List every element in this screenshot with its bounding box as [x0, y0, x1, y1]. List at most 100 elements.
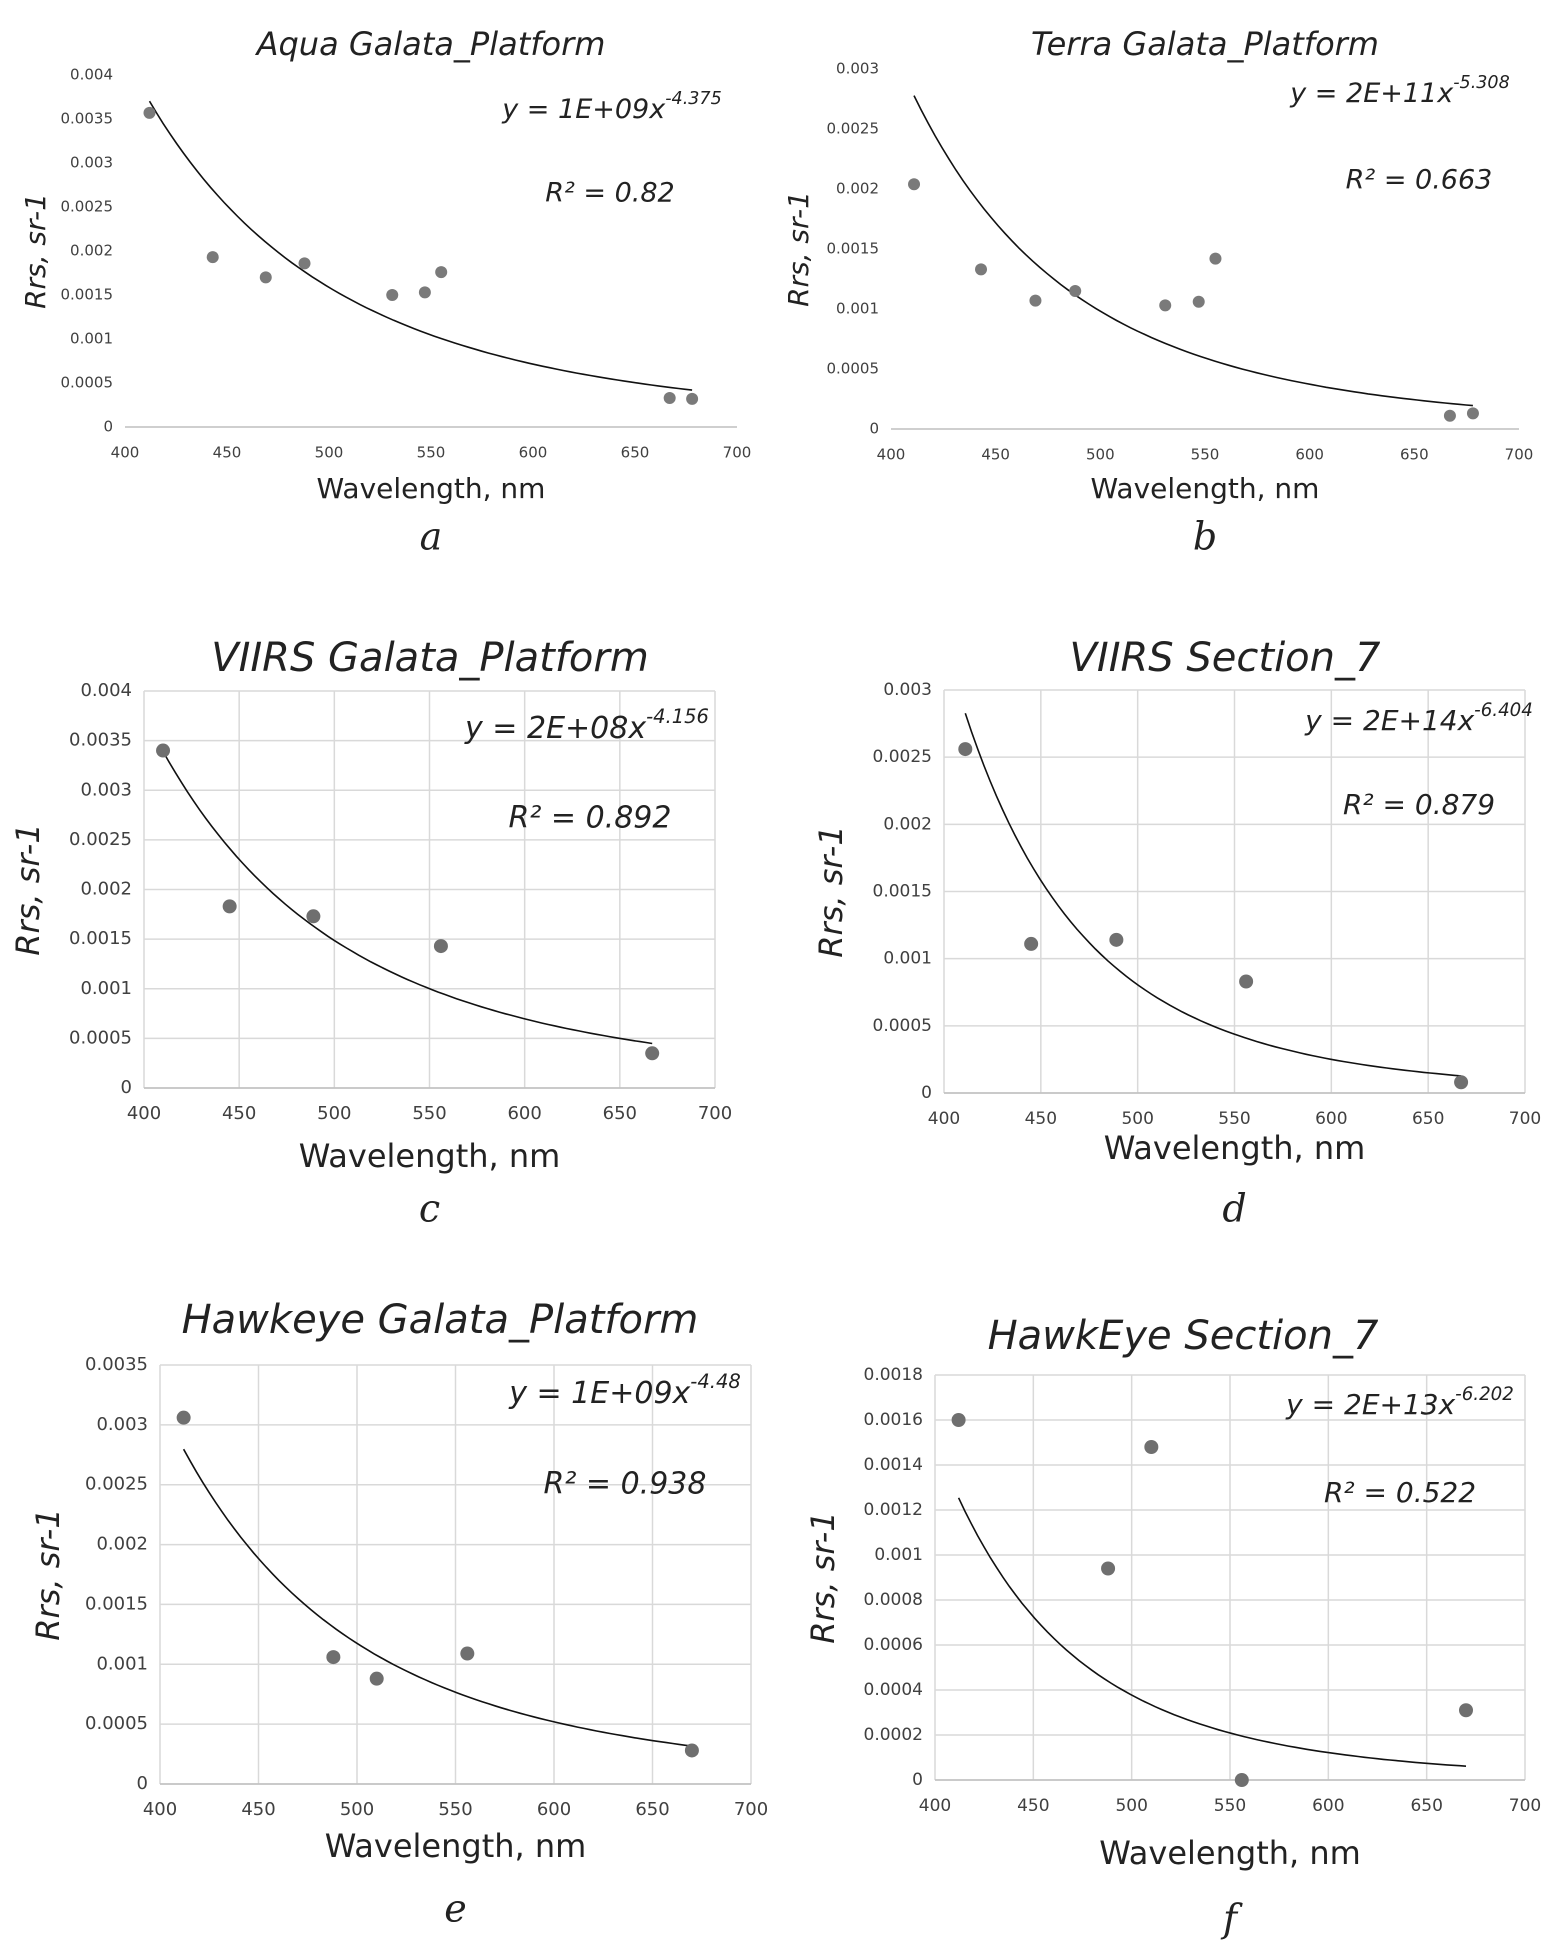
- y-tick-label: 0.0005: [827, 360, 880, 378]
- equation-exponent: -4.48: [690, 1370, 740, 1393]
- y-tick-label: 0.002: [80, 879, 132, 900]
- x-tick-label: 700: [734, 1799, 768, 1820]
- x-tick-label: 700: [1509, 1796, 1541, 1816]
- y-tick-label: 0.0015: [85, 1593, 148, 1614]
- y-tick-label: 0.0005: [61, 374, 114, 392]
- x-tick-label: 400: [877, 446, 906, 464]
- data-point: [1109, 932, 1124, 947]
- equation: y = 2E+08x-4.156: [464, 705, 709, 746]
- x-tick-label: 500: [317, 1103, 351, 1124]
- x-tick-label: 600: [1315, 1109, 1347, 1129]
- y-tick-label: 0.002: [883, 814, 932, 834]
- x-tick-label: 700: [723, 444, 752, 462]
- equation: y = 2E+11x-5.308: [1289, 73, 1509, 108]
- y-tick-label: 0: [121, 1077, 132, 1098]
- x-tick-label: 400: [111, 444, 140, 462]
- y-tick-label: 0.0005: [85, 1713, 148, 1734]
- r-squared: R² = 0.663: [1346, 165, 1493, 196]
- chart-title: VIIRS Section_7: [1070, 635, 1381, 681]
- chart-title: Terra Galata_Platform: [1031, 25, 1379, 63]
- y-tick-label: 0.0016: [864, 1410, 923, 1430]
- chart-panel: VIIRS Galata_Platform 0 0.0005 0.001 0.0015 0…: [9, 635, 732, 1231]
- x-tick-label: 450: [1025, 1109, 1057, 1129]
- x-tick-label: 400: [143, 1799, 177, 1820]
- x-tick-label: 400: [919, 1796, 951, 1816]
- y-tick-label: 0.0015: [61, 286, 114, 304]
- data-point: [951, 1413, 966, 1427]
- y-tick-label: 0: [137, 1773, 148, 1794]
- x-axis-label: Wavelength, nm: [317, 472, 546, 505]
- equation-exponent: -4.156: [646, 705, 709, 728]
- trendline: [957, 1497, 1467, 1767]
- data-point: [1234, 1773, 1249, 1787]
- data-point: [1459, 1703, 1473, 1718]
- x-tick-label: 500: [315, 444, 344, 462]
- trendline: [162, 751, 653, 1045]
- y-tick-label: 0: [869, 420, 879, 438]
- data-point: [1144, 1440, 1159, 1454]
- y-axis-label: Rrs, sr-1: [19, 193, 52, 309]
- equation-text: y = 2E+11x: [1289, 78, 1454, 109]
- r-squared: R² = 0.892: [509, 801, 672, 836]
- x-axis-label: Wavelength, nm: [1104, 1129, 1366, 1167]
- equation-text: y = 2E+13x: [1285, 1388, 1455, 1421]
- data-point: [686, 392, 699, 405]
- y-tick-label: 0.0035: [61, 110, 114, 128]
- data-point: [386, 289, 399, 301]
- caption: f: [1220, 1897, 1243, 1941]
- chart-title: VIIRS Galata_Platform: [211, 635, 649, 681]
- y-tick-label: 0.004: [70, 66, 113, 84]
- x-tick-label: 500: [340, 1799, 374, 1820]
- y-tick-label: 0.0014: [864, 1455, 923, 1475]
- data-point: [418, 286, 431, 299]
- equation-text: y = 2E+08x: [464, 711, 646, 746]
- equation: y = 1E+09x-4.48: [508, 1370, 741, 1411]
- data-point: [684, 1743, 699, 1758]
- caption: d: [1222, 1187, 1246, 1231]
- y-axis-label: Rrs, sr-1: [29, 1508, 67, 1640]
- chart-panel: Terra Galata_Platform 0 0.0005 0.001 0.0015 0…: [782, 25, 1533, 559]
- data-point: [460, 1646, 475, 1661]
- x-tick-label: 600: [1312, 1796, 1344, 1816]
- x-tick-label: 650: [1400, 446, 1429, 464]
- equation-text: y = 1E+09x: [508, 1376, 690, 1411]
- y-tick-label: 0.0018: [864, 1365, 923, 1385]
- data-point: [908, 178, 921, 191]
- trendline: [913, 95, 1473, 407]
- y-tick-label: 0.0025: [873, 747, 932, 767]
- y-tick-label: 0.004: [80, 680, 132, 701]
- x-tick-label: 450: [981, 446, 1010, 464]
- y-tick-label: 0.002: [70, 242, 113, 260]
- y-tick-label: 0.0002: [864, 1725, 923, 1745]
- y-tick-label: 0.0025: [69, 829, 132, 850]
- y-tick-label: 0.0004: [864, 1680, 923, 1700]
- caption: c: [419, 1187, 440, 1231]
- x-tick-label: 700: [1509, 1109, 1541, 1129]
- y-tick-label: 0.001: [874, 1545, 923, 1565]
- x-tick-label: 600: [1295, 446, 1324, 464]
- y-axis-label: Rrs, sr-1: [9, 823, 47, 955]
- y-tick-label: 0.0035: [69, 730, 132, 751]
- data-point: [298, 257, 311, 270]
- data-point: [433, 939, 448, 954]
- data-point: [1069, 285, 1082, 297]
- y-tick-label: 0.003: [883, 680, 932, 700]
- data-point: [326, 1650, 341, 1665]
- equation-exponent: -6.202: [1455, 1384, 1514, 1405]
- x-tick-label: 500: [1115, 1796, 1147, 1816]
- data-point: [306, 909, 321, 924]
- equation-exponent: -6.404: [1474, 700, 1533, 721]
- y-tick-label: 0.003: [80, 779, 132, 800]
- r-squared: R² = 0.938: [544, 1467, 707, 1502]
- chart-title: Hawkeye Galata_Platform: [182, 1297, 699, 1343]
- y-tick-label: 0.003: [96, 1414, 148, 1435]
- x-tick-label: 650: [1410, 1796, 1442, 1816]
- r-squared: R² = 0.82: [545, 178, 675, 209]
- x-tick-label: 650: [635, 1799, 669, 1820]
- y-tick-label: 0.0025: [827, 120, 880, 138]
- data-point: [1454, 1075, 1469, 1090]
- chart-panel: HawkEye Section_7 0 0.0002 0.0004 0.0006 0.00…: [804, 1313, 1541, 1941]
- y-axis-label: Rrs, sr-1: [782, 191, 815, 307]
- x-axis-label: Wavelength, nm: [299, 1137, 561, 1175]
